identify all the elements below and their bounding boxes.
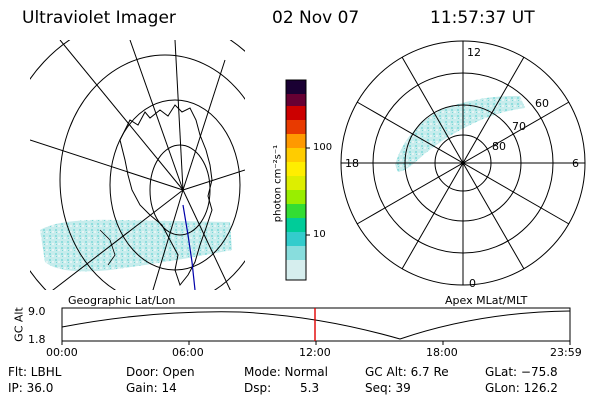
- colorbar-unit-label: photon cm⁻²s⁻¹: [272, 144, 284, 223]
- polar-plot: [340, 40, 586, 286]
- info-glat: GLat: −75.8: [485, 365, 558, 379]
- info-seq: Seq: 39: [365, 381, 411, 395]
- geographic-map: [30, 40, 245, 290]
- colorbar: [285, 79, 310, 281]
- mlt-label-top: 12: [467, 46, 481, 59]
- info-mode: Mode: Normal: [244, 365, 328, 379]
- info-flt: Flt: LBHL: [8, 365, 62, 379]
- mlat-label-60: 60: [535, 97, 549, 110]
- altitude-ytick-top: 9.0: [28, 305, 46, 318]
- altitude-xtick-3: 18:00: [426, 346, 458, 359]
- colorbar-tick-10: 10: [313, 229, 326, 240]
- mlt-label-right: 6: [572, 157, 579, 170]
- info-gain: Gain: 14: [126, 381, 177, 395]
- polar-aurora-region: [395, 95, 525, 172]
- instrument-title: Ultraviolet Imager: [22, 8, 176, 28]
- info-door: Door: Open: [126, 365, 195, 379]
- altitude-xtick-2: 12:00: [299, 346, 331, 359]
- mlt-label-left: 18: [345, 157, 359, 170]
- mlat-label-80: 80: [492, 140, 506, 153]
- info-glon: GLon: 126.2: [485, 381, 558, 395]
- mlt-label-bottom: 0: [469, 277, 476, 290]
- info-dsp-value: 5.3: [300, 381, 320, 395]
- info-ip: IP: 36.0: [8, 381, 54, 395]
- altitude-plot: [61, 307, 571, 345]
- colorbar-tick-100: 100: [313, 142, 333, 153]
- geo-panel-label: Geographic Lat/Lon: [68, 294, 176, 307]
- altitude-ylabel: GC Alt: [12, 307, 26, 342]
- altitude-xtick-1: 06:00: [172, 346, 204, 359]
- satellite-track: [182, 204, 196, 290]
- altitude-ytick-bottom: 1.8: [28, 333, 46, 346]
- time-label: 11:57:37 UT: [430, 8, 535, 28]
- mlat-label-70: 70: [512, 120, 526, 133]
- apex-panel-label: Apex MLat/MLT: [445, 294, 528, 307]
- altitude-curve: [61, 310, 571, 340]
- info-dsp-label: Dsp:: [244, 381, 272, 395]
- altitude-xtick-4: 23:59: [550, 346, 582, 359]
- geo-aurora-region: [40, 219, 232, 272]
- date-label: 02 Nov 07: [272, 8, 360, 28]
- altitude-xtick-0: 00:00: [46, 346, 78, 359]
- coastline: [119, 104, 213, 287]
- info-gc-alt: GC Alt: 6.7 Re: [365, 365, 449, 379]
